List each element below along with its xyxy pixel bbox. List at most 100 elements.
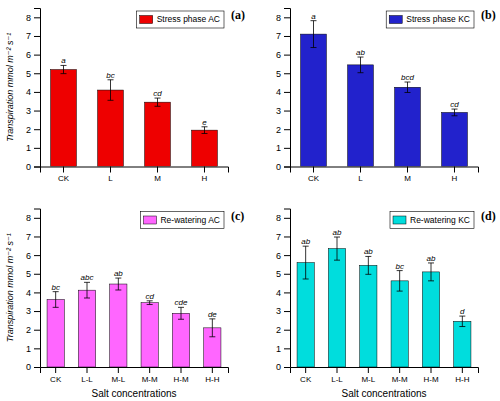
legend: Re-watering KC	[390, 212, 474, 229]
y-tick: 1	[276, 344, 290, 354]
tick-label: 2	[26, 325, 31, 335]
error-cap	[108, 100, 114, 101]
y-tick: 1	[26, 143, 40, 153]
tick-label: 1	[276, 344, 281, 354]
error-bar	[459, 316, 465, 326]
tick-label: 2	[276, 125, 281, 135]
y-tick: 8	[276, 13, 290, 23]
axis-line	[41, 368, 229, 374]
annotation: bc	[51, 283, 59, 292]
error-line	[181, 307, 182, 319]
x-tick: M	[154, 167, 161, 184]
tick-mark	[462, 367, 463, 373]
bar	[145, 102, 171, 166]
error-cap	[397, 291, 403, 292]
tick-label: H-M	[423, 375, 438, 384]
tick-mark	[34, 330, 40, 331]
legend: Stress phase KC	[386, 11, 474, 28]
y-axis: 012345678	[26, 9, 41, 172]
x-tick: L	[358, 167, 363, 184]
annotation: de	[208, 310, 217, 319]
y-tick: 2	[26, 125, 40, 135]
tick-mark	[284, 367, 290, 368]
error-line	[462, 316, 463, 326]
error-bar	[405, 82, 411, 92]
tick-mark	[34, 311, 40, 312]
y-tick: 7	[26, 31, 40, 41]
bar	[98, 90, 124, 166]
tick-mark	[34, 236, 40, 237]
x-tick: H-H	[455, 367, 469, 384]
y-tick: 8	[26, 213, 40, 223]
tick-mark	[34, 92, 40, 93]
error-bar	[452, 109, 458, 116]
y-tick: 4	[276, 87, 290, 97]
y-tick: 0	[26, 362, 40, 372]
x-axis-title: Salt concentrations	[341, 388, 426, 399]
tick-mark	[110, 167, 111, 173]
bar	[348, 65, 374, 167]
y-tick: 3	[26, 306, 40, 316]
bar	[360, 265, 377, 367]
tick-mark	[284, 292, 290, 293]
y-tick: 6	[276, 50, 290, 60]
tick-label: L-L	[331, 375, 343, 384]
tick-mark	[34, 255, 40, 256]
x-tick: CK	[58, 167, 70, 184]
error-line	[407, 82, 408, 92]
annotation: e	[202, 118, 207, 127]
tick-label: 7	[276, 232, 281, 242]
panel-label: (c)	[231, 209, 244, 223]
tick-label: CK	[300, 375, 312, 384]
tick-label: 3	[26, 306, 31, 316]
tick-label: 3	[276, 106, 281, 116]
tick-mark	[87, 367, 88, 373]
error-cap	[428, 280, 434, 281]
annotation: bc	[395, 262, 403, 271]
x-tick: CK	[308, 167, 320, 184]
annotation: cd	[153, 89, 162, 98]
error-bar	[428, 263, 434, 281]
tick-mark	[284, 236, 290, 237]
legend: Stress phase AC	[137, 11, 224, 28]
tick-mark	[34, 17, 40, 18]
error-cap	[61, 73, 67, 74]
tick-label: M-L	[361, 375, 375, 384]
error-line	[157, 98, 158, 106]
error-cap	[452, 115, 458, 116]
bar	[301, 34, 327, 166]
error-cap	[202, 133, 208, 134]
tick-label: 5	[26, 269, 31, 279]
tick-label: H-M	[173, 375, 188, 384]
tick-label: L	[358, 174, 363, 183]
legend-frame	[140, 212, 224, 229]
y-tick: 3	[26, 106, 40, 116]
x-axis: CKLMH	[291, 167, 479, 184]
legend-frame	[390, 212, 474, 229]
bar	[391, 281, 408, 367]
tick-label: L-L	[81, 375, 93, 384]
error-line	[55, 292, 56, 308]
tick-mark	[284, 348, 290, 349]
error-bar	[147, 301, 153, 305]
y-axis-title: Transpiration mmol m⁻² s⁻¹	[5, 233, 15, 342]
tick-label: 5	[276, 69, 281, 79]
y-tick: 0	[276, 162, 290, 172]
error-line	[337, 237, 338, 260]
x-tick: H-M	[423, 367, 438, 384]
tick-label: H-H	[455, 375, 469, 384]
tick-label: 7	[276, 31, 281, 41]
x-axis: CKL-LM-LM-MH-MH-H	[291, 367, 479, 384]
tick-label: 8	[26, 13, 31, 23]
x-tick: CK	[300, 367, 312, 384]
bar	[110, 284, 127, 367]
legend-label: Stress phase AC	[157, 14, 220, 24]
bar	[454, 321, 471, 367]
tick-mark	[407, 167, 408, 173]
x-tick: H-M	[173, 367, 188, 384]
plot-area	[297, 237, 471, 367]
axis-line	[284, 9, 291, 168]
y-tick: 5	[26, 269, 40, 279]
tick-mark	[284, 36, 290, 37]
error-cap	[53, 307, 59, 308]
